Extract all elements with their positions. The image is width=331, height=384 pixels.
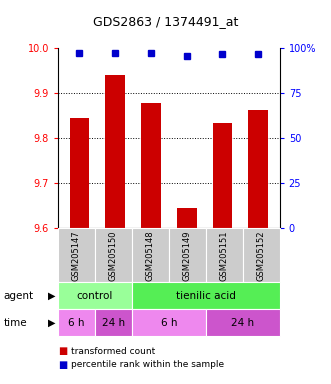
Text: GSM205151: GSM205151 [220, 230, 229, 281]
Text: 24 h: 24 h [231, 318, 254, 328]
Text: ▶: ▶ [48, 291, 55, 301]
Text: 6 h: 6 h [68, 318, 85, 328]
Text: transformed count: transformed count [71, 347, 156, 356]
Text: time: time [3, 318, 27, 328]
Text: GSM205150: GSM205150 [109, 230, 118, 281]
Bar [177, 208, 197, 384]
Bar [141, 103, 161, 384]
Bar [105, 75, 125, 384]
Text: GSM205147: GSM205147 [72, 230, 81, 281]
Text: 24 h: 24 h [102, 318, 125, 328]
Text: tienilic acid: tienilic acid [176, 291, 236, 301]
Bar [213, 123, 232, 384]
Bar [70, 118, 89, 384]
Text: GSM205149: GSM205149 [183, 230, 192, 281]
Text: GDS2863 / 1374491_at: GDS2863 / 1374491_at [93, 15, 238, 28]
Text: 6 h: 6 h [161, 318, 177, 328]
Text: percentile rank within the sample: percentile rank within the sample [71, 360, 224, 369]
Text: ▶: ▶ [48, 318, 55, 328]
Text: ■: ■ [58, 360, 67, 370]
Text: GSM205152: GSM205152 [257, 230, 266, 281]
Text: agent: agent [3, 291, 33, 301]
Text: ■: ■ [58, 346, 67, 356]
Text: control: control [77, 291, 113, 301]
Bar [248, 110, 268, 384]
Text: GSM205148: GSM205148 [146, 230, 155, 281]
